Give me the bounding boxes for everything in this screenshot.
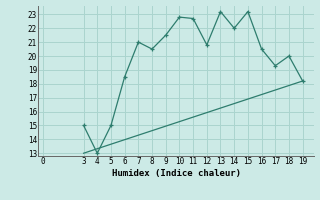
X-axis label: Humidex (Indice chaleur): Humidex (Indice chaleur) — [111, 169, 241, 178]
